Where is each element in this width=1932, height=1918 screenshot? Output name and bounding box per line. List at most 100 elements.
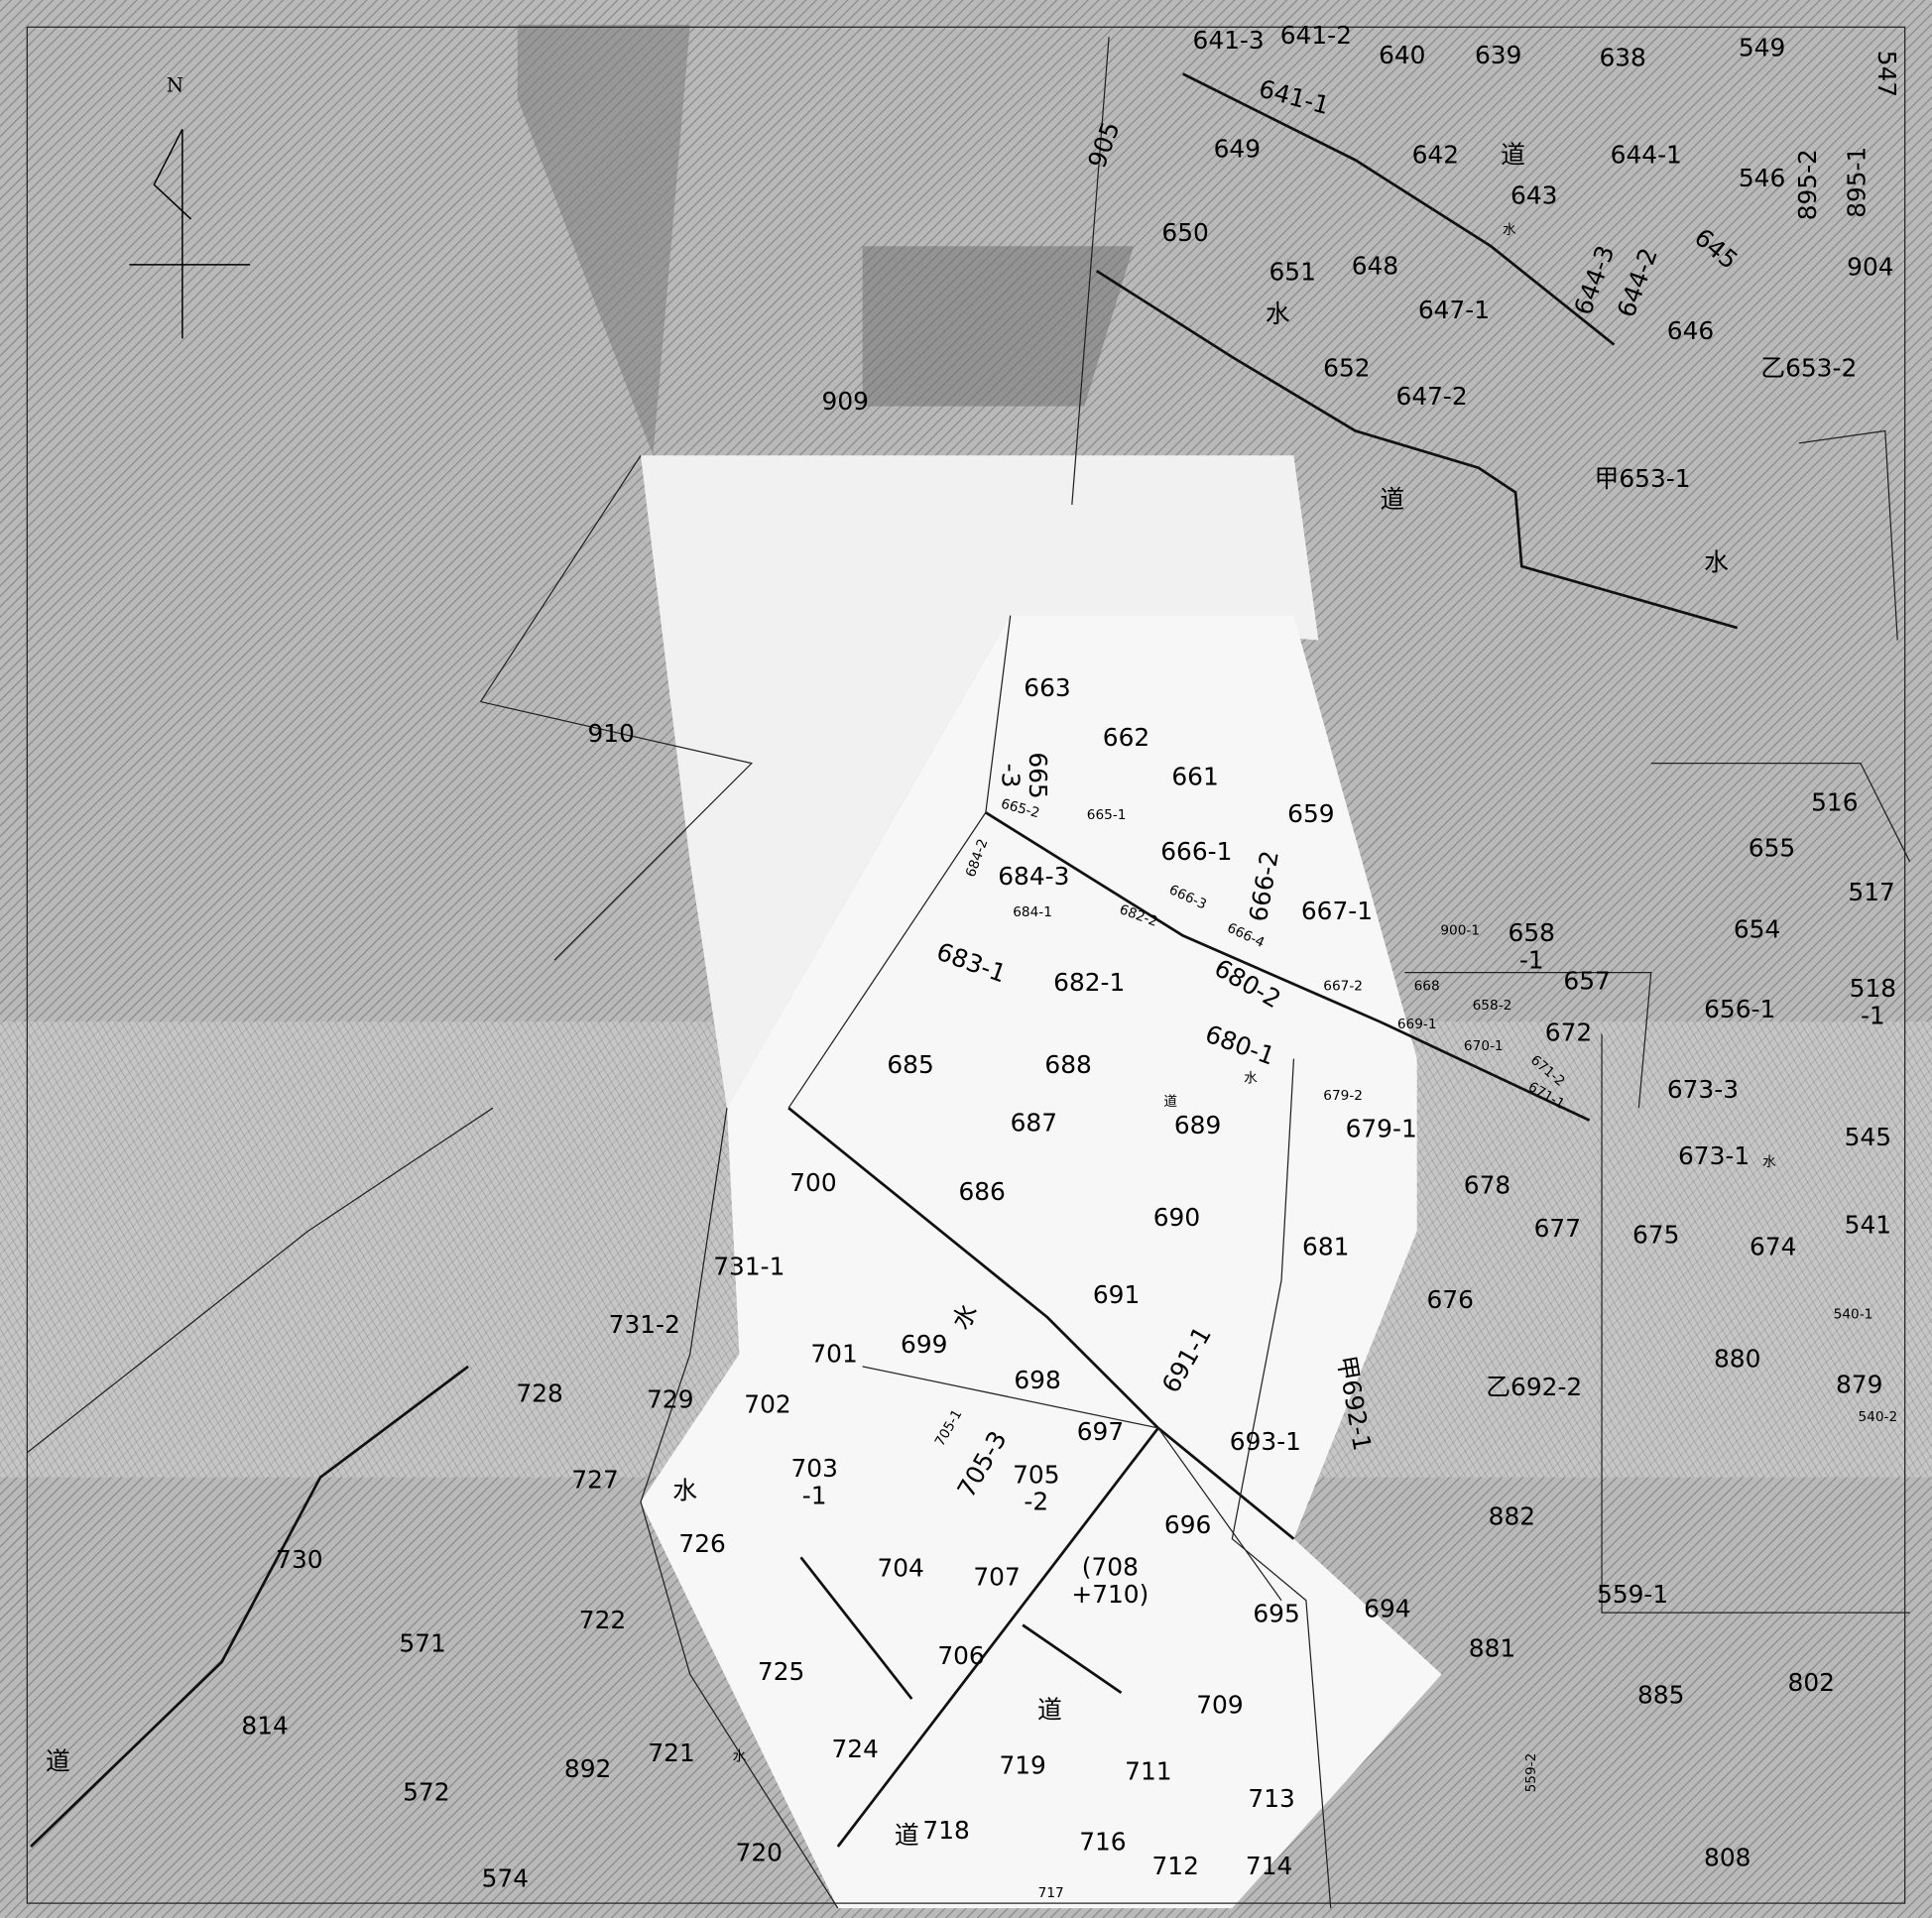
parcel-label: 728 [516, 1379, 562, 1407]
parcel-label: 641-2 [1280, 21, 1352, 50]
parcel-label: 518 -1 [1850, 974, 1896, 1029]
parcel-label: 656-1 [1704, 995, 1775, 1023]
parcel-label: 670-1 [1464, 1038, 1504, 1054]
label-line: 665 [1024, 752, 1052, 798]
parcel-label: 乙692-2 [1486, 1373, 1582, 1401]
parcel-label: 658 -1 [1509, 918, 1555, 974]
label-line: 703 [790, 1454, 837, 1483]
parcel-label: 水 [733, 1748, 747, 1764]
parcel-label: 691 [1093, 1280, 1140, 1309]
parcel-label: 699 [901, 1330, 947, 1359]
parcel-label: 水 [1244, 1070, 1258, 1086]
parcel-label: 道 [1380, 485, 1404, 514]
parcel-label: 714 [1246, 1852, 1292, 1880]
parcel-label: 731-2 [609, 1310, 680, 1339]
parcel-label: 673-1 [1678, 1141, 1750, 1170]
parcel-label: 水 [1266, 300, 1290, 328]
parcel-label: 662 [1103, 723, 1149, 752]
parcel-label: 643 [1510, 181, 1557, 210]
parcel-label: 651 [1269, 258, 1316, 287]
parcel-label: 722 [579, 1606, 626, 1634]
parcel-label: 690 [1153, 1203, 1200, 1232]
parcel-label: 639 [1475, 41, 1521, 69]
parcel-label: 700 [789, 1168, 836, 1197]
label-line: -1 [1519, 945, 1544, 974]
parcel-label: 665-1 [1087, 807, 1127, 823]
parcel-label: 水 [672, 1477, 697, 1505]
parcel-label: 702 [744, 1390, 790, 1419]
parcel-label: 水 [1503, 222, 1516, 238]
parcel-label: 646 [1667, 316, 1714, 345]
parcel-label: 545 [1845, 1123, 1891, 1151]
parcel-label: 638 [1599, 44, 1645, 72]
parcel-label: 647-2 [1396, 382, 1468, 411]
parcel-label: 885 [1637, 1681, 1684, 1710]
parcel-label: 713 [1248, 1784, 1294, 1813]
label-line: 705 [1013, 1460, 1059, 1489]
parcel-label: 516 [1811, 788, 1858, 817]
parcel-label: 685 [887, 1050, 933, 1079]
parcel-label: 881 [1469, 1633, 1515, 1662]
parcel-label: 655 [1749, 834, 1795, 863]
parcel-label: 879 [1836, 1371, 1882, 1399]
parcel-label: 900-1 [1440, 922, 1480, 938]
parcel-label: 642 [1412, 141, 1459, 170]
parcel-label: 667-2 [1323, 978, 1363, 994]
parcel-label: 727 [571, 1465, 618, 1494]
parcel-label: 水 [1704, 548, 1729, 577]
label-line: 518 [1850, 974, 1896, 1003]
parcel-label: 892 [564, 1754, 611, 1783]
parcel-label: 667-1 [1301, 897, 1373, 925]
parcel-label: 880 [1714, 1345, 1760, 1374]
label-line: +710) [1071, 1580, 1148, 1609]
parcel-label: 546 [1739, 164, 1785, 192]
parcel-label: 669-1 [1397, 1017, 1437, 1032]
label-line: -3 [996, 764, 1025, 788]
parcel-label: 676 [1427, 1285, 1474, 1314]
parcel-label: 650 [1161, 218, 1208, 247]
parcel-label: 688 [1044, 1050, 1091, 1079]
parcel-label: 659 [1287, 799, 1334, 828]
parcel-label: 675 [1632, 1220, 1679, 1249]
parcel-label: 726 [678, 1529, 725, 1558]
parcel-label: 687 [1011, 1108, 1057, 1137]
label-line: -1 [1861, 1001, 1885, 1029]
parcel-label: 882 [1489, 1502, 1535, 1531]
parcel-label: 677 [1534, 1214, 1581, 1243]
parcel-label: 694 [1364, 1595, 1410, 1623]
parcel-label: 718 [922, 1816, 969, 1845]
parcel-label: 697 [1077, 1417, 1124, 1446]
parcel-label: 724 [831, 1735, 878, 1763]
parcel-label: 673-3 [1667, 1075, 1739, 1104]
parcel-label: 706 [937, 1641, 984, 1670]
parcel-label: 663 [1024, 673, 1070, 702]
parcel-label: 698 [1014, 1366, 1060, 1394]
parcel-label: 904 [1847, 253, 1893, 282]
north-label: N [167, 73, 183, 96]
parcel-label: 644-1 [1611, 141, 1682, 170]
parcel-label: 665-3 [996, 752, 1051, 798]
parcel-label: 640 [1379, 41, 1425, 69]
parcel-label: (708 +710) [1071, 1552, 1148, 1608]
parcel-label: 道 [46, 1747, 70, 1776]
parcel-label: 719 [999, 1750, 1045, 1779]
parcel-label: 693-1 [1230, 1427, 1301, 1456]
parcel-label: 水 [1762, 1154, 1776, 1170]
parcel-label: 648 [1352, 251, 1398, 280]
parcel-label: 674 [1750, 1233, 1796, 1261]
parcel-label: 909 [822, 387, 869, 416]
parcel-label: 731-1 [713, 1253, 785, 1281]
parcel-label: 572 [403, 1778, 449, 1807]
parcel-label: 571 [399, 1628, 445, 1657]
parcel-label: 707 [973, 1562, 1020, 1591]
parcel-label: 甲653-1 [1595, 464, 1691, 493]
parcel-label: 678 [1464, 1171, 1510, 1200]
parcel-label: 654 [1734, 914, 1780, 943]
parcel-label: 684-3 [998, 862, 1069, 891]
parcel-label: 684-1 [1013, 904, 1052, 920]
parcel-label: 712 [1151, 1852, 1198, 1880]
parcel-label: 道 [1501, 141, 1525, 170]
